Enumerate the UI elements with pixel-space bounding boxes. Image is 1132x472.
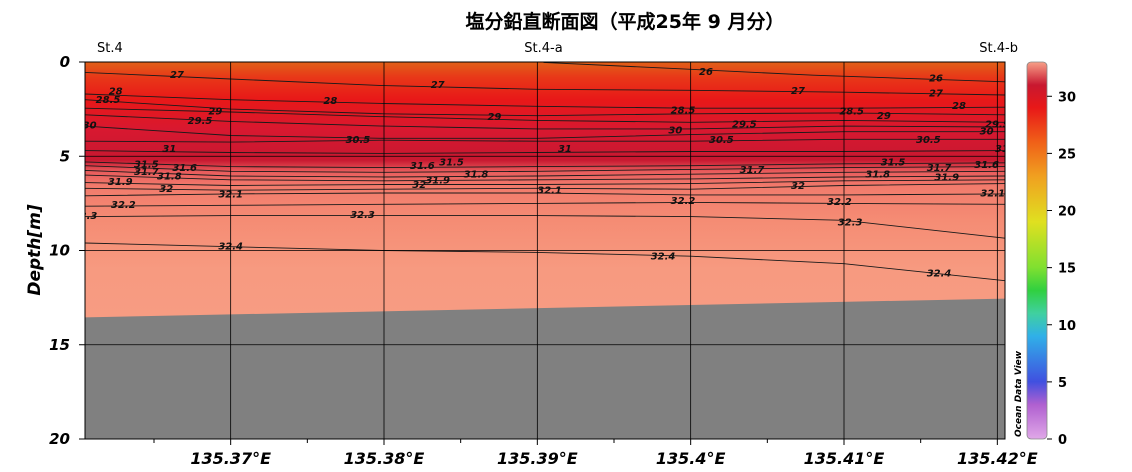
contour-label-14-0: 32 [159,184,173,195]
chart-title: 塩分鉛直断面図（平成25年 9 月分） [466,10,785,33]
contour-label-7-1: 30.5 [709,135,734,146]
y-tick-label-3: 15 [49,336,70,354]
x-tick-label-5: 135.42°E [957,449,1038,468]
contour-label-6-1: 30 [668,125,682,136]
contour-label-12-1: 31.8 [464,170,489,181]
contour-label-10-1: 31.6 [410,161,435,172]
contour-label-0-0: 26 [699,67,713,78]
contour-label-18-2: 32.4 [927,269,952,280]
colorbar-tick-label-6: 30 [1058,90,1076,105]
contour-label-17-2: 32.3 [838,218,863,229]
contour-label-3-2: 28.5 [839,107,864,118]
contour-label-16-2: 32.2 [827,197,852,208]
contour-label-11-0: 31.7 [134,167,159,178]
contour-label-8-2: 31 [995,144,1009,155]
station-label-0: St.4 [97,41,123,56]
contour-label-11-1: 31.7 [740,165,765,176]
contour-label-8-1: 31 [558,144,572,155]
x-tick-label-0: 135.37°E [190,449,271,468]
contour-label-17-0: 32.3 [73,211,98,222]
contour-label-2-1: 28 [323,96,337,107]
x-axis-ticks: 135.37°E 135.38°E 135.39°E 135.4°E 135.41°E 1… [153,439,1038,468]
colorbar-tick-label-4: 20 [1058,205,1076,220]
contour-label-16-0: 32.2 [111,200,136,211]
contour-label-9-0: 31.5 [134,159,159,170]
colorbar-tick-label-2: 10 [1058,319,1076,334]
y-axis-ticks: 0 5 10 15 20 [49,53,85,448]
colorbar-tick-label-5: 25 [1058,147,1076,162]
y-tick-label-4: 20 [49,430,70,448]
station-label-1: St.4-a [524,41,562,56]
y-tick-label-0: 0 [60,53,70,71]
y-tick-label-2: 10 [49,242,70,260]
contour-label-1-1: 27 [431,80,445,91]
contour-label-4-1: 29 [487,112,501,123]
contour-label-17-1: 32.3 [350,210,375,221]
contour-label-5-2: 29.5 [985,120,1010,131]
contour-label-5-1: 29.5 [732,120,757,131]
grid-lines [85,62,1005,439]
contour-label-10-0: 31.6 [172,163,197,174]
station-labels: St.4 St.4-a St.4-b [97,41,1018,56]
contour-label-9-2: 31.5 [881,157,906,168]
contour-label-11-2: 31.7 [927,163,952,174]
contour-label-13-0: 31.9 [108,177,133,188]
contour-label-2-2: 28 [952,101,966,112]
y-axis-label: Depth[m] [25,204,45,296]
contour-line-0 [543,62,1005,83]
contour-label-14-2: 32 [791,181,805,192]
contour-label-1-3: 27 [929,89,943,100]
contour-label-12-0: 31.8 [157,172,182,183]
contour-label-12-2: 31.8 [865,170,890,181]
contour-label-1-0: 27 [170,70,184,81]
contour-label-13-1: 31.9 [425,175,450,186]
x-tick-label-4: 135.41°E [804,449,885,468]
contour-label-1-2: 27 [791,86,805,97]
contour-label-3-1: 28.5 [671,106,696,117]
contour-label-9-1: 31.5 [439,157,464,168]
contour-label-0-1: 26 [929,74,943,85]
seafloor-bottom [85,298,1005,439]
contour-label-13-2: 31.9 [934,172,959,183]
contour-label-4-2: 29 [877,111,891,122]
contour-label-6-2: 30 [980,126,994,137]
station-label-2: St.4-b [979,41,1018,56]
contour-label-6-0: 30 [83,121,97,132]
contour-label-2-0: 28 [109,87,123,98]
contour-label-4-0: 29 [208,107,222,118]
contour-label-3-0: 28.5 [96,95,121,106]
contour-label-8-0: 31 [162,144,176,155]
contour-label-16-1: 32.2 [671,196,696,207]
contour-label-18-1: 32.4 [651,252,676,263]
colorbar-tick-label-1: 5 [1058,376,1067,391]
x-tick-label-1: 135.38°E [344,449,425,468]
contour-label-5-0: 29.5 [188,116,213,127]
colorbar [1026,61,1048,440]
odv-watermark: Ocean Data View [1014,350,1024,437]
colorbar-tick-label-3: 15 [1058,262,1076,277]
contour-label-7-0: 30.5 [346,135,371,146]
x-tick-label-3: 135.4°E [656,449,726,468]
contour-label-10-2: 31.6 [974,160,999,171]
colorbar-tick-label-0: 0 [1058,433,1067,448]
y-tick-label-1: 5 [60,147,70,165]
contour-label-7-2: 30.5 [916,135,941,146]
x-tick-label-2: 135.39°E [497,449,578,468]
contour-label-14-1: 32 [412,180,426,191]
colorbar-ticks: 0 5 10 15 20 25 30 [1047,90,1076,448]
contour-label-15-2: 32.1 [980,189,1005,200]
contour-label-15-1: 32.1 [537,186,562,197]
